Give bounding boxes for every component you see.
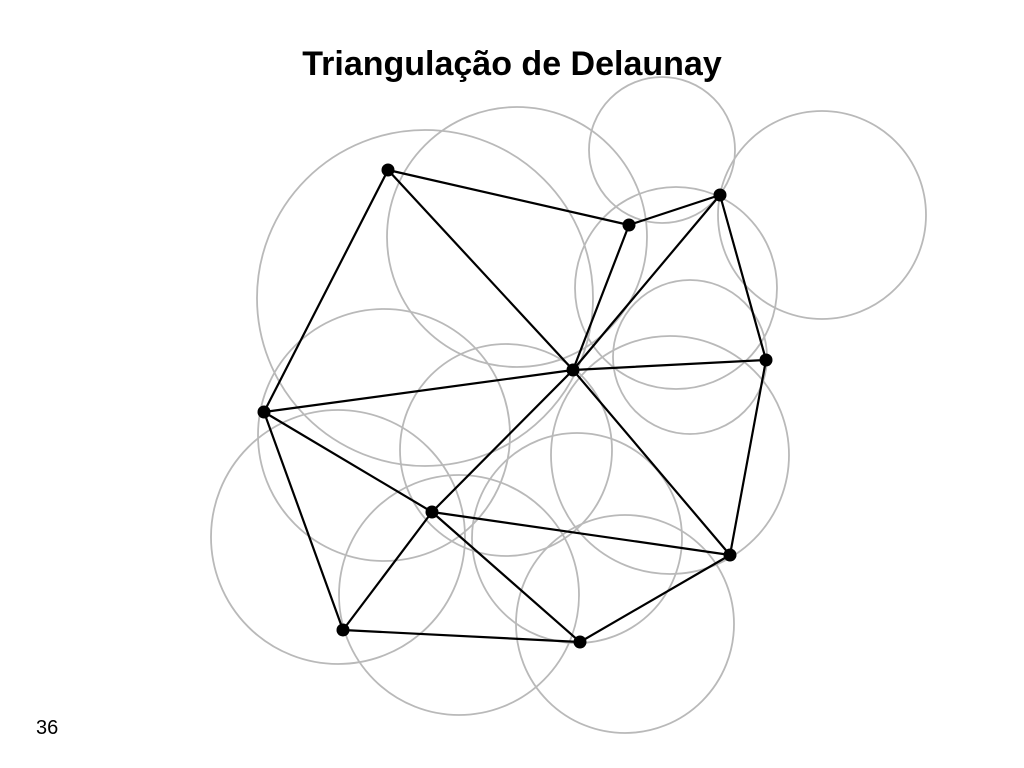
vertex-point xyxy=(760,354,773,367)
delaunay-diagram xyxy=(0,0,1024,768)
vertex-point xyxy=(426,506,439,519)
triangulation-edge xyxy=(580,555,730,642)
triangulation-edge xyxy=(264,370,573,412)
triangulation-edge xyxy=(573,370,730,555)
triangulation-edge xyxy=(730,360,766,555)
vertex-point xyxy=(337,624,350,637)
triangulation-edge xyxy=(264,170,388,412)
vertex-point xyxy=(258,406,271,419)
triangulation-edge xyxy=(720,195,766,360)
triangulation-edge xyxy=(432,512,580,642)
circumcircle xyxy=(613,280,767,434)
circumcircle xyxy=(339,475,579,715)
vertex-point xyxy=(724,549,737,562)
vertex-point xyxy=(567,364,580,377)
vertex-point xyxy=(382,164,395,177)
circumcircle xyxy=(589,77,735,223)
triangulation-edge xyxy=(343,512,432,630)
vertex-point xyxy=(714,189,727,202)
triangulation-edge xyxy=(264,412,343,630)
circumcircle xyxy=(718,111,926,319)
triangulation-edge xyxy=(573,225,629,370)
triangulation-edge xyxy=(343,630,580,642)
circumcircle xyxy=(257,130,593,466)
triangulation-edge xyxy=(388,170,573,370)
edges-layer xyxy=(264,170,766,642)
vertex-point xyxy=(623,219,636,232)
circumcircle xyxy=(551,336,789,574)
triangulation-edge xyxy=(264,412,432,512)
vertex-point xyxy=(574,636,587,649)
triangulation-edge xyxy=(388,170,629,225)
